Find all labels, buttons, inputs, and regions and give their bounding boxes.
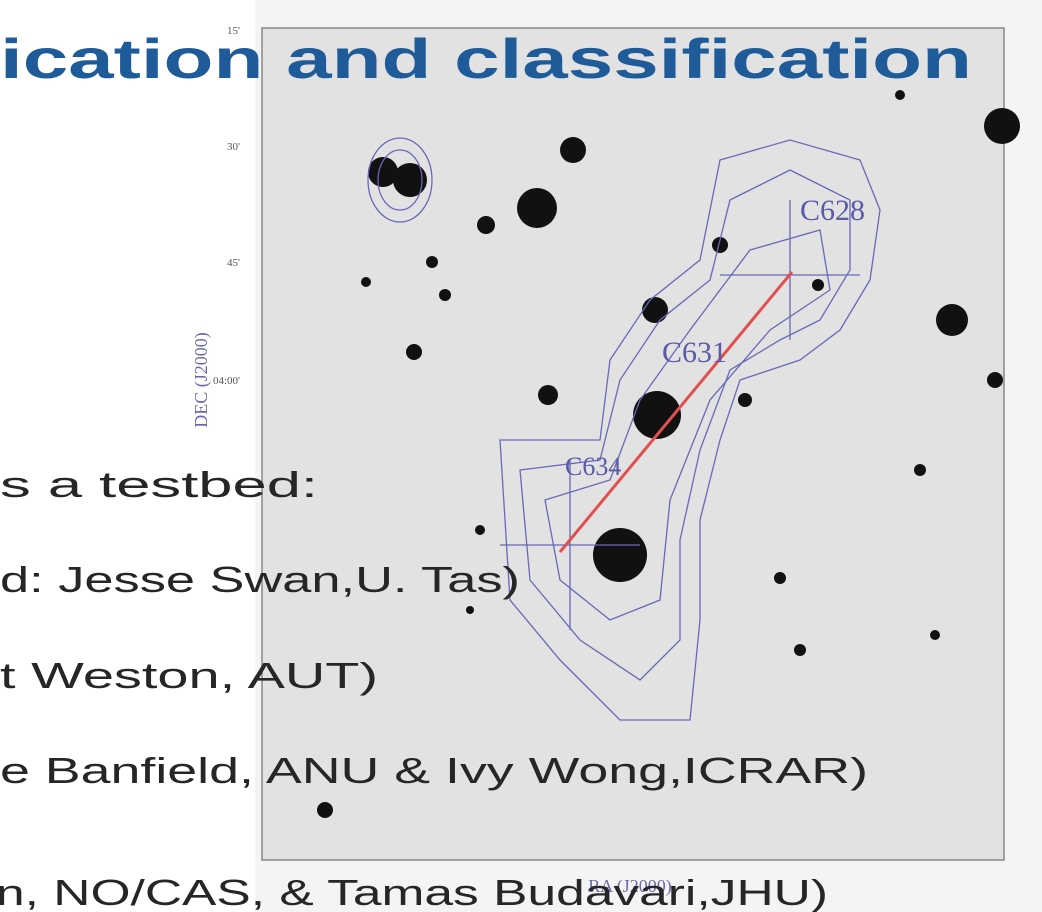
source-label: C628	[800, 194, 865, 227]
body-line: d: Jesse Swan,U. Tas)	[0, 559, 520, 600]
y-tick-label: 45'	[227, 257, 240, 269]
y-axis-label: DEC (J2000)	[191, 332, 212, 428]
body-line: n, NO/CAS, & Tamas Budavari,JHU)	[0, 872, 828, 912]
y-tick-label: 30'	[227, 141, 240, 153]
y-tick-label: 04:00'	[213, 375, 240, 387]
slide: C628 C631 C634 DEC (J2000) RA (J2000) 15…	[0, 0, 1042, 912]
source-label: C631	[662, 336, 727, 369]
body-line: s a testbed:	[0, 464, 318, 505]
plot-frame	[262, 28, 1004, 860]
source-label: C634	[565, 452, 621, 481]
body-line: e Banfield, ANU & Ivy Wong,ICRAR)	[0, 750, 868, 791]
body-line: t Weston, AUT)	[0, 655, 378, 696]
slide-title: ication and classification	[0, 27, 972, 90]
